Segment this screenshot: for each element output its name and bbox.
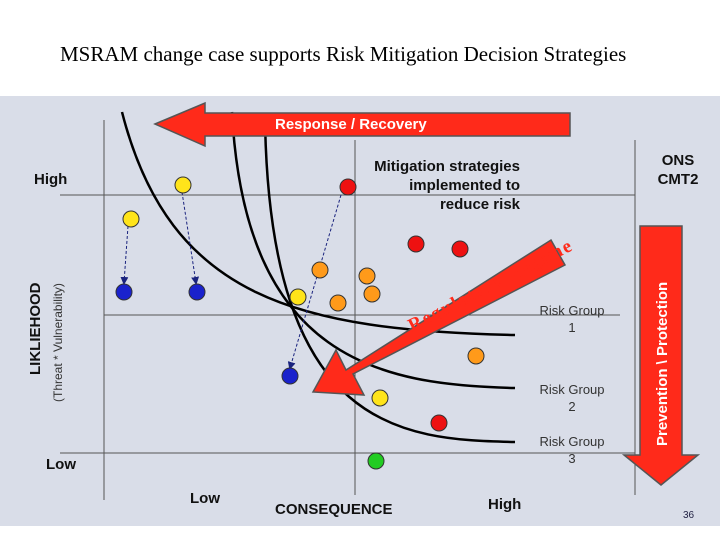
risk-group-1-name: Risk Group	[539, 303, 605, 318]
corner-label: ONS CMT2	[648, 151, 708, 189]
y-axis-title: LIKLIEHOOD	[27, 282, 44, 375]
risk-curve-2	[230, 111, 516, 390]
dot-orange	[311, 261, 329, 279]
dot-yellow	[122, 210, 140, 228]
corner-line-2: CMT2	[657, 171, 699, 188]
prevention-arrow	[621, 225, 701, 486]
y-low-label: Low	[46, 456, 76, 473]
risk-dots	[115, 176, 485, 470]
risk-group-3-name: Risk Group	[539, 434, 605, 449]
risk-group-3-number: 3	[568, 451, 576, 466]
risk-group-1: Risk Group 1	[524, 302, 620, 336]
x-low-label: Low	[190, 490, 220, 507]
dot-blue	[115, 283, 133, 301]
risk-group-2-name: Risk Group	[539, 382, 605, 397]
page-number: 36	[683, 510, 695, 521]
dot-yellow	[289, 288, 307, 306]
mitigation-note: Mitigation strategies implemented to red…	[320, 157, 520, 214]
mitigation-line-3: reduce risk	[439, 196, 520, 213]
dot-yellow	[371, 389, 389, 407]
x-axis-title: CONSEQUENCE	[275, 501, 393, 518]
risk-curve-3	[263, 119, 516, 444]
dot-blue	[281, 367, 299, 385]
diagram-panel	[0, 96, 720, 526]
corner-line-1: ONS	[661, 152, 695, 169]
slide-title: MSRAM change case supports Risk Mitigati…	[60, 42, 627, 66]
risk-group-2: Risk Group 2	[524, 381, 620, 415]
prevention-label: Prevention \ Protection	[654, 282, 671, 446]
move-arrow-3	[287, 194, 342, 370]
response-arrow	[153, 101, 571, 148]
risk-group-3: Risk Group 3	[524, 433, 620, 467]
move-arrow-1	[120, 225, 129, 285]
risk-group-1-number: 1	[568, 320, 576, 335]
dot-green	[367, 452, 385, 470]
move-arrow-2	[181, 191, 200, 285]
dot-red	[451, 240, 469, 258]
mitigation-line-1: Mitigation strategies	[374, 158, 520, 175]
dot-red	[407, 235, 425, 253]
dot-orange	[358, 267, 376, 285]
y-high-label: High	[34, 171, 68, 188]
y-axis-subtitle: (Threat * Vulnerability)	[51, 283, 65, 402]
dot-orange	[467, 347, 485, 365]
dot-blue	[188, 283, 206, 301]
dot-yellow	[174, 176, 192, 194]
risk-group-2-number: 2	[568, 399, 576, 414]
response-label: Response / Recovery	[275, 116, 427, 133]
mitigation-line-2: implemented to	[409, 177, 520, 194]
dot-red	[339, 178, 357, 196]
dot-orange	[329, 294, 347, 312]
regulatory-arrow	[311, 238, 567, 396]
x-high-label: High	[488, 496, 522, 513]
dot-orange	[363, 285, 381, 303]
dot-red	[430, 414, 448, 432]
